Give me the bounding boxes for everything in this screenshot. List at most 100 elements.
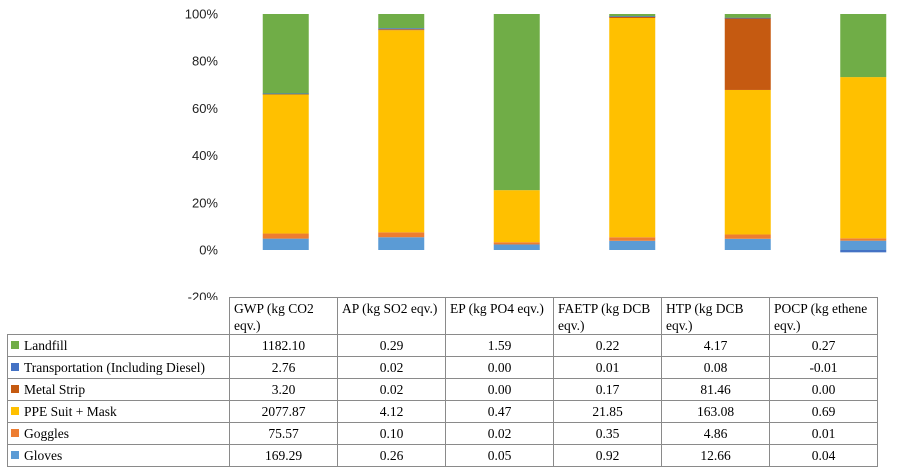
table-cell: 0.69 bbox=[769, 400, 878, 423]
legend-entry: Gloves bbox=[7, 444, 230, 467]
legend-entry: PPE Suit + Mask bbox=[7, 400, 230, 423]
table-cell: 0.27 bbox=[769, 334, 878, 357]
legend-entry: Landfill bbox=[7, 334, 230, 357]
bar-segment bbox=[262, 233, 309, 239]
bar-segment bbox=[609, 16, 656, 18]
y-tick-label: 100% bbox=[185, 7, 219, 22]
table-cell: 12.66 bbox=[661, 444, 770, 467]
table-cell: 0.26 bbox=[337, 444, 446, 467]
table-cell: 169.29 bbox=[229, 444, 338, 467]
y-tick-label: 40% bbox=[192, 148, 218, 163]
table-cell: 0.29 bbox=[337, 334, 446, 357]
bar-segment bbox=[378, 237, 425, 250]
table-cell: 75.57 bbox=[229, 422, 338, 445]
legend-swatch bbox=[11, 429, 19, 437]
table-cell: 0.01 bbox=[769, 422, 878, 445]
bar-segment bbox=[609, 16, 656, 19]
table-cell: 0.05 bbox=[445, 444, 554, 467]
table-cell: 4.86 bbox=[661, 422, 770, 445]
table-cell: 0.02 bbox=[337, 378, 446, 401]
bar-segment bbox=[609, 237, 656, 241]
bar-segment bbox=[262, 93, 309, 234]
stacked-bar-chart: -20% 0% 20% 40% 60% 80% 100% bbox=[185, 7, 887, 300]
table-cell: 3.20 bbox=[229, 378, 338, 401]
table-cell: 0.92 bbox=[553, 444, 662, 467]
table-cell: 0.17 bbox=[553, 378, 662, 401]
bar-segment bbox=[378, 28, 425, 30]
legend-label: Goggles bbox=[24, 426, 69, 441]
y-tick-label: 20% bbox=[192, 195, 218, 210]
bar-segment bbox=[609, 240, 656, 250]
bar-segment bbox=[724, 14, 771, 18]
bar-segment bbox=[378, 29, 425, 31]
table-column-header: POCP (kg ethene eqv.) bbox=[769, 297, 878, 335]
legend-label: Gloves bbox=[24, 448, 63, 463]
table-cell: -0.01 bbox=[769, 356, 878, 379]
data-table: GWP (kg CO2 eqv.) AP (kg SO2 eqv.) EP (kg … bbox=[7, 297, 878, 467]
legend-swatch bbox=[11, 341, 19, 349]
y-tick-label: -20% bbox=[188, 290, 219, 300]
table-cell: 2.76 bbox=[229, 356, 338, 379]
table-row: PPE Suit + Mask 2077.87 4.12 0.47 21.85 163.0… bbox=[7, 400, 878, 423]
table-cell: 0.22 bbox=[553, 334, 662, 357]
table-column-header: FAETP (kg DCB eqv.) bbox=[553, 297, 662, 335]
bar-segment bbox=[493, 14, 540, 191]
bar-segment bbox=[840, 238, 887, 241]
table-cell: 0.01 bbox=[553, 356, 662, 379]
bar-segment bbox=[378, 30, 425, 233]
legend-swatch bbox=[11, 451, 19, 459]
bar-segment bbox=[840, 240, 887, 250]
bar-segment bbox=[840, 14, 887, 78]
table-cell: 0.47 bbox=[445, 400, 554, 423]
table-cell: 0.00 bbox=[445, 378, 554, 401]
table-row: Transportation (Including Diesel) 2.76 0.0… bbox=[7, 356, 878, 379]
table-cell: 81.46 bbox=[661, 378, 770, 401]
bar-segment bbox=[378, 232, 425, 238]
bar-segment bbox=[724, 17, 771, 90]
legend-label: Metal Strip bbox=[24, 382, 86, 397]
bar-segment bbox=[493, 190, 540, 243]
bar-segment bbox=[840, 77, 887, 239]
bar-segment bbox=[262, 14, 309, 94]
legend-entry: Transportation (Including Diesel) bbox=[7, 356, 230, 379]
table-row: Gloves 169.29 0.26 0.05 0.92 12.66 0.04 bbox=[7, 444, 878, 467]
bar-segment bbox=[262, 93, 309, 95]
table-cell: 21.85 bbox=[553, 400, 662, 423]
bar-segment bbox=[724, 17, 771, 19]
table-cell: 0.35 bbox=[553, 422, 662, 445]
bar-segment bbox=[493, 244, 540, 250]
y-tick-label: 60% bbox=[192, 101, 218, 116]
table-header-row: GWP (kg CO2 eqv.) AP (kg SO2 eqv.) EP (kg … bbox=[8, 297, 878, 335]
legend-entry: Metal Strip bbox=[7, 378, 230, 401]
table-cell: 0.02 bbox=[337, 356, 446, 379]
table-cell: 4.12 bbox=[337, 400, 446, 423]
table-cell: 0.00 bbox=[445, 356, 554, 379]
table-corner bbox=[8, 298, 230, 335]
bar-segment bbox=[724, 234, 771, 239]
legend-swatch bbox=[11, 363, 19, 371]
table-cell: 0.00 bbox=[769, 378, 878, 401]
table-cell: 0.10 bbox=[337, 422, 446, 445]
table-cell: 0.02 bbox=[445, 422, 554, 445]
bar-segment bbox=[262, 238, 309, 250]
table-column-header: EP (kg PO4 eqv.) bbox=[445, 297, 554, 335]
bar-segment bbox=[493, 242, 540, 245]
table-cell: 0.08 bbox=[661, 356, 770, 379]
legend-label: Landfill bbox=[24, 338, 68, 353]
y-tick-label: 0% bbox=[199, 243, 218, 258]
bar-segment bbox=[378, 14, 425, 29]
table-cell: 2077.87 bbox=[229, 400, 338, 423]
legend-label: Transportation (Including Diesel) bbox=[24, 360, 205, 375]
legend-label: PPE Suit + Mask bbox=[24, 404, 117, 419]
legend-swatch bbox=[11, 385, 19, 393]
table-row: Landfill 1182.10 0.29 1.59 0.22 4.17 0.27 bbox=[7, 334, 878, 357]
bar-segment bbox=[724, 89, 771, 235]
table-cell: 4.17 bbox=[661, 334, 770, 357]
table-cell: 1.59 bbox=[445, 334, 554, 357]
bar-segment bbox=[724, 238, 771, 250]
table-cell: 163.08 bbox=[661, 400, 770, 423]
table-column-header: GWP (kg CO2 eqv.) bbox=[229, 297, 338, 335]
y-tick-label: 80% bbox=[192, 54, 218, 69]
table-cell: 1182.10 bbox=[229, 334, 338, 357]
table-row: Metal Strip 3.20 0.02 0.00 0.17 81.46 0.00 bbox=[7, 378, 878, 401]
